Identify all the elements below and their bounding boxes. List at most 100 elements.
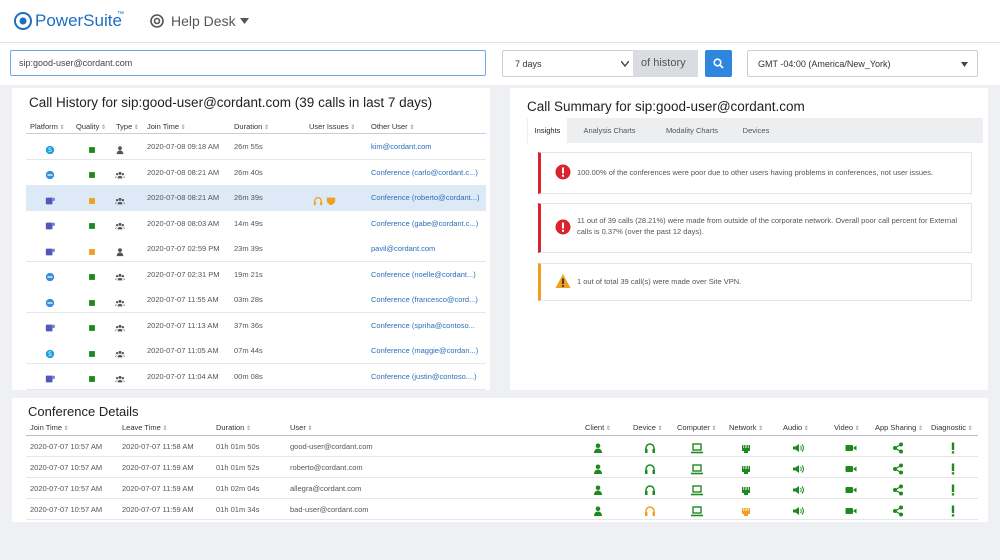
status-icon — [644, 483, 656, 501]
column-header[interactable]: User — [290, 423, 313, 432]
quality-icon — [87, 193, 97, 211]
column-header[interactable]: Network — [729, 423, 763, 432]
other-user[interactable]: Conference (roberto@cordant...) — [371, 193, 480, 203]
column-header[interactable]: Platform — [30, 122, 65, 131]
insight-box — [538, 152, 972, 194]
column-header[interactable]: Join Time — [30, 423, 69, 432]
duration: 01h 02m 04s — [216, 484, 260, 493]
platform-icon — [45, 244, 55, 262]
join-time: 2020-07-07 02:59 PM — [147, 244, 220, 254]
status-icon — [892, 504, 904, 522]
other-user[interactable]: Conference (francesco@cord...) — [371, 295, 478, 305]
column-header[interactable]: Client — [585, 423, 611, 432]
timezone-select[interactable]: GMT -04:00 (America/New_York) — [747, 50, 978, 77]
quality-icon — [87, 244, 97, 262]
column-header[interactable]: App Sharing — [875, 423, 923, 432]
join-time: 2020-07-07 11:55 AM — [147, 295, 219, 305]
insight-icon — [555, 219, 571, 240]
column-header[interactable]: Quality — [76, 122, 106, 131]
type-icon — [115, 167, 125, 185]
other-user[interactable]: pavil@cordant.com — [371, 244, 436, 254]
join-time: 2020-07-07 10:57 AM — [30, 484, 103, 493]
column-header[interactable]: Other User — [371, 122, 414, 131]
period-select[interactable]: 7 days — [502, 50, 634, 77]
duration: 07m 44s — [234, 346, 263, 356]
status-icon — [644, 462, 656, 480]
call-row[interactable] — [26, 134, 486, 160]
duration: 03m 28s — [234, 295, 263, 305]
type-icon — [115, 142, 125, 160]
other-user[interactable]: Conference (noelle@cordant...) — [371, 269, 476, 279]
duration: 23m 39s — [234, 244, 263, 254]
column-header[interactable]: Type — [116, 122, 139, 131]
conference-row — [26, 457, 978, 478]
call-row[interactable] — [26, 338, 486, 364]
period-text: 7 days — [515, 59, 542, 69]
conference-panel — [12, 398, 988, 522]
column-header[interactable]: User Issues — [309, 122, 355, 131]
insight-box — [538, 203, 972, 253]
other-user[interactable]: Conference (justin@contoso....) — [371, 371, 477, 381]
column-header[interactable]: Device — [633, 423, 663, 432]
insight-icon — [555, 164, 571, 185]
quality-icon — [87, 269, 97, 287]
help-icon — [150, 14, 164, 28]
duration: 26m 40s — [234, 167, 263, 177]
other-user[interactable]: kim@cordant.com — [371, 142, 432, 152]
tab[interactable] — [528, 118, 567, 143]
column-header[interactable]: Video — [834, 423, 860, 432]
brand[interactable]: PowerSuite — [35, 11, 122, 30]
status-icon — [740, 504, 752, 522]
issue-icon — [313, 193, 323, 211]
tab-label[interactable]: Modality Charts — [665, 126, 719, 135]
status-icon — [691, 504, 703, 522]
status-icon — [792, 441, 804, 459]
select-caret — [961, 62, 968, 67]
join-time: 2020-07-08 09:18 AM — [147, 142, 220, 152]
tab-strip — [527, 118, 983, 143]
header-rule — [26, 133, 486, 134]
join-time: 2020-07-07 11:04 AM — [147, 371, 219, 381]
insight-icon — [555, 273, 571, 294]
column-header[interactable]: Diagnostic — [931, 423, 973, 432]
user: allegra@cordant.com — [290, 484, 362, 493]
conference-title: Conference Details — [28, 404, 139, 419]
column-header[interactable]: Join Time — [147, 122, 186, 131]
status-icon — [691, 483, 703, 501]
type-icon — [115, 295, 125, 313]
call-row[interactable] — [26, 363, 486, 390]
column-header[interactable]: Audio — [783, 423, 809, 432]
status-icon — [947, 441, 959, 459]
duration: 37m 36s — [234, 320, 263, 330]
join-time: 2020-07-07 11:13 AM — [147, 320, 219, 330]
tab-label[interactable]: Analysis Charts — [583, 126, 636, 135]
column-header[interactable]: Leave Time — [122, 423, 167, 432]
search-button[interactable] — [705, 50, 732, 77]
join-time: 2020-07-08 08:03 AM — [147, 218, 220, 228]
period-suffix-box: of history — [633, 50, 698, 77]
menu[interactable]: Help Desk — [171, 13, 236, 29]
join-time: 2020-07-07 10:57 AM — [30, 442, 103, 451]
platform-icon — [45, 295, 55, 313]
tab-label[interactable]: Devices — [742, 126, 770, 135]
tab-label[interactable]: Insights — [534, 126, 561, 135]
period-suffix: of history — [641, 57, 686, 69]
user: bad-user@cordant.com — [290, 505, 369, 514]
other-user[interactable]: Conference (carlo@cordant.c...) — [371, 167, 478, 177]
column-header[interactable]: Duration — [216, 423, 251, 432]
insight-box — [538, 263, 972, 301]
other-user[interactable]: Conference (spriha@contoso... — [371, 320, 475, 330]
other-user[interactable]: Conference (maggie@cordan...) — [371, 346, 479, 356]
search-input[interactable]: sip:good-user@cordant.com — [10, 50, 486, 76]
call-row[interactable] — [26, 287, 486, 313]
other-user[interactable]: Conference (gabe@cordant.c...) — [371, 218, 479, 228]
svg-text:S: S — [48, 148, 52, 154]
column-header[interactable]: Duration — [234, 122, 269, 131]
svg-text:S: S — [48, 352, 52, 358]
quality-icon — [87, 346, 97, 364]
join-time: 2020-07-08 08:21 AM — [147, 167, 220, 177]
platform-icon — [45, 218, 55, 236]
type-icon — [115, 244, 125, 262]
insight-text: 1 out of total 39 call(s) were made over… — [577, 277, 742, 286]
column-header[interactable]: Computer — [677, 423, 717, 432]
